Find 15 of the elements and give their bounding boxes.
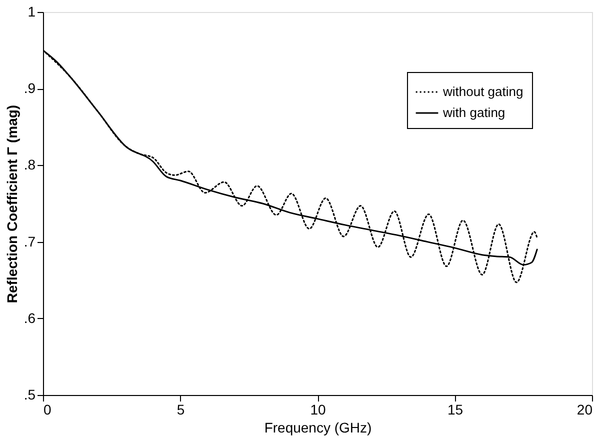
y-tick-label: .6 [24, 310, 36, 326]
x-tick-label: 15 [447, 402, 464, 418]
x-tick-label: 5 [176, 402, 185, 418]
x-tick-label: 20 [576, 402, 593, 418]
y-tick-label: 1 [28, 4, 36, 20]
y-axis-title: Reflection Coefficient Γ (mag) [4, 104, 20, 304]
x-tick-label: 10 [310, 402, 326, 418]
x-axis-title: Frequency (GHz) [264, 420, 372, 436]
x-tick-label: 0 [44, 402, 52, 418]
y-tick-label: .7 [24, 233, 36, 250]
y-tick-label: .8 [24, 156, 36, 173]
legend-label: without gating [442, 84, 524, 99]
legend-label: with gating [442, 105, 506, 120]
y-tick-label: .9 [24, 80, 36, 96]
y-tick-label: .5 [24, 386, 36, 402]
